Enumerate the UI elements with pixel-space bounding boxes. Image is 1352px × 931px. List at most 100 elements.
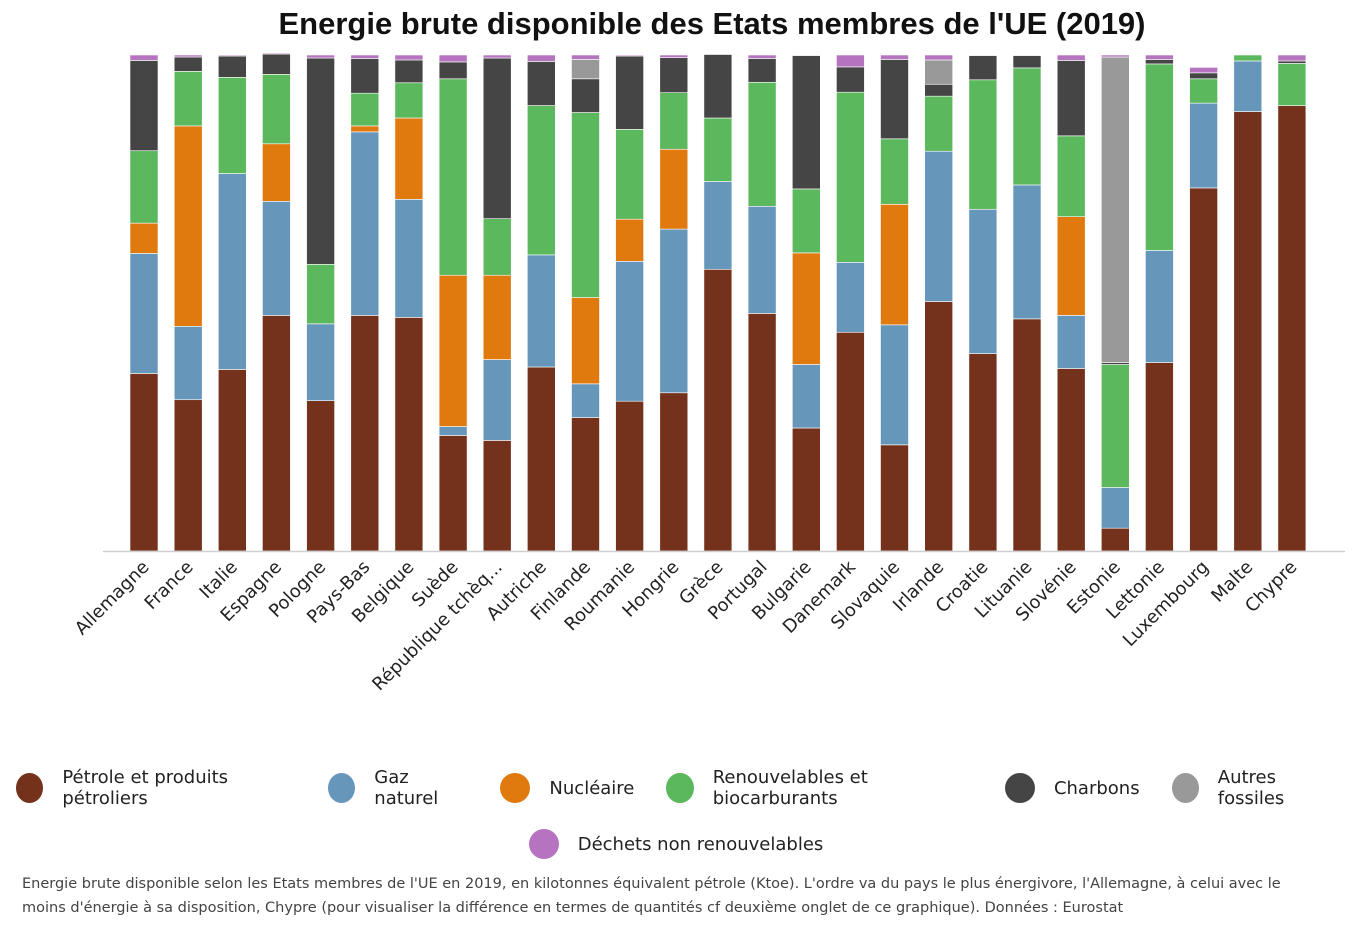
bar-segment-18-3 xyxy=(924,95,954,152)
bar-segment-26-6 xyxy=(1277,54,1307,62)
bar-segment-2-0 xyxy=(218,369,247,552)
bar-segment-17-6 xyxy=(880,54,909,60)
bar-segment-25-3 xyxy=(1233,54,1263,62)
legend-label: Nucléaire xyxy=(549,777,635,799)
legend: Pétrole et produits pétroliers Gaz nature… xyxy=(0,760,1352,872)
bar-segment-2-6 xyxy=(218,54,247,57)
bar-segment-24-4 xyxy=(1189,72,1218,80)
bar-segment-5-4 xyxy=(350,58,380,94)
stacked-bar-chart: AllemagneFranceItalieEspagnePolognePays-… xyxy=(71,52,1345,695)
bar-segment-1-6 xyxy=(173,54,203,58)
legend-label: Pétrole et produits pétroliers xyxy=(62,767,229,809)
legend-item[interactable]: Gaz naturel xyxy=(328,767,468,809)
bar-segment-1-3 xyxy=(173,71,203,127)
bar-segment-18-1 xyxy=(924,150,954,302)
legend-swatch xyxy=(666,773,694,803)
bar-segment-9-4 xyxy=(526,61,556,106)
bar-segment-0-0 xyxy=(129,373,159,552)
bar-segment-13-1 xyxy=(703,181,733,270)
legend-label: Autres fossiles xyxy=(1217,767,1285,809)
bar-segment-14-6 xyxy=(747,54,777,59)
bar-segment-19-1 xyxy=(968,208,998,354)
legend-label: Gaz naturel xyxy=(374,767,439,809)
bar-segment-0-6 xyxy=(129,54,159,61)
bar-segment-10-4 xyxy=(571,78,600,113)
legend-item[interactable]: Charbons xyxy=(1004,773,1140,803)
bar-segment-9-6 xyxy=(526,54,556,62)
bar-segment-13-4 xyxy=(703,54,733,119)
bar-segment-26-0 xyxy=(1277,105,1307,552)
bar-segment-10-6 xyxy=(571,54,600,60)
bar-segment-17-4 xyxy=(880,59,909,140)
legend-item[interactable]: Renouvelables et biocarburants xyxy=(666,767,973,809)
bar-segment-3-1 xyxy=(262,201,291,316)
legend-label: Déchets non renouvelables xyxy=(577,833,824,855)
bar-segment-22-5 xyxy=(1101,56,1130,363)
bar-segment-6-6 xyxy=(394,54,424,61)
bar-segment-6-2 xyxy=(394,117,424,200)
bar-segment-11-0 xyxy=(615,400,644,552)
bar-segment-7-2 xyxy=(438,274,468,427)
bar-segment-26-3 xyxy=(1277,63,1307,106)
bar-segment-17-1 xyxy=(880,324,909,446)
bar-segment-10-3 xyxy=(571,112,600,298)
bar-segment-14-0 xyxy=(747,313,777,552)
legend-item[interactable]: Nucléaire xyxy=(500,773,634,803)
bar-segment-1-4 xyxy=(173,56,203,72)
bar-segment-9-0 xyxy=(526,366,556,552)
bar-segment-12-3 xyxy=(659,92,689,150)
legend-item[interactable]: Déchets non renouvelables xyxy=(528,829,824,859)
bar-segment-12-4 xyxy=(659,57,689,94)
bar-segment-23-0 xyxy=(1145,362,1174,552)
bar-segment-23-4 xyxy=(1145,59,1174,65)
bar-segment-23-6 xyxy=(1145,54,1174,60)
bar-segment-23-1 xyxy=(1145,250,1174,363)
bar-segment-19-6 xyxy=(968,54,998,56)
bar-segment-20-1 xyxy=(1012,184,1042,320)
legend-item[interactable]: Autres fossiles xyxy=(1171,767,1336,809)
bar-segment-25-0 xyxy=(1233,111,1263,552)
bar-segment-0-3 xyxy=(129,150,159,224)
bar-segment-22-0 xyxy=(1101,527,1130,552)
bar-segment-15-1 xyxy=(791,364,821,429)
bar-segment-5-2 xyxy=(350,125,380,133)
bar-segment-14-1 xyxy=(747,205,777,314)
bar-segment-6-0 xyxy=(394,317,424,552)
bar-segment-24-6 xyxy=(1189,67,1218,74)
bar-segment-10-2 xyxy=(571,297,600,385)
bar-segment-9-3 xyxy=(526,105,556,256)
x-tick-labels: AllemagneFranceItalieEspagnePolognePays-… xyxy=(71,556,1302,695)
bar-segment-8-1 xyxy=(482,359,512,441)
legend-swatch xyxy=(1171,773,1199,803)
bar-segment-6-1 xyxy=(394,199,424,318)
bar-segment-5-0 xyxy=(350,315,380,552)
bar-segment-13-3 xyxy=(703,117,733,182)
bar-segment-21-1 xyxy=(1056,315,1086,369)
legend-item[interactable]: Pétrole et produits pétroliers xyxy=(16,767,296,809)
bar-segment-11-1 xyxy=(615,261,644,402)
bar-segment-22-6 xyxy=(1101,54,1130,58)
bar-segment-10-0 xyxy=(571,417,600,552)
bar-segment-21-0 xyxy=(1056,368,1086,552)
bar-segment-18-4 xyxy=(924,83,954,97)
legend-swatch xyxy=(328,773,356,803)
legend-swatch xyxy=(528,829,559,859)
bar-segment-16-3 xyxy=(836,91,865,263)
chart-title: Energie brute disponible des Etats membr… xyxy=(278,6,1146,41)
bar-segment-24-0 xyxy=(1189,187,1218,552)
bar-segment-7-3 xyxy=(438,78,468,276)
bar-segment-5-3 xyxy=(350,92,380,127)
x-tick-label: France xyxy=(141,557,198,614)
bar-segment-3-0 xyxy=(262,315,291,552)
bar-segment-18-0 xyxy=(924,301,954,552)
bar-segment-19-0 xyxy=(968,353,998,552)
bar-segment-15-6 xyxy=(791,54,821,56)
legend-row-1: Pétrole et produits pétroliers Gaz nature… xyxy=(0,760,1352,816)
bar-segment-12-1 xyxy=(659,228,689,394)
bar-segment-15-4 xyxy=(791,55,821,190)
bar-segment-19-4 xyxy=(968,55,998,81)
bar-segment-3-6 xyxy=(262,52,291,55)
bar-segment-7-0 xyxy=(438,435,468,552)
bar-segment-4-0 xyxy=(306,400,335,552)
bar-segment-17-2 xyxy=(880,204,909,326)
